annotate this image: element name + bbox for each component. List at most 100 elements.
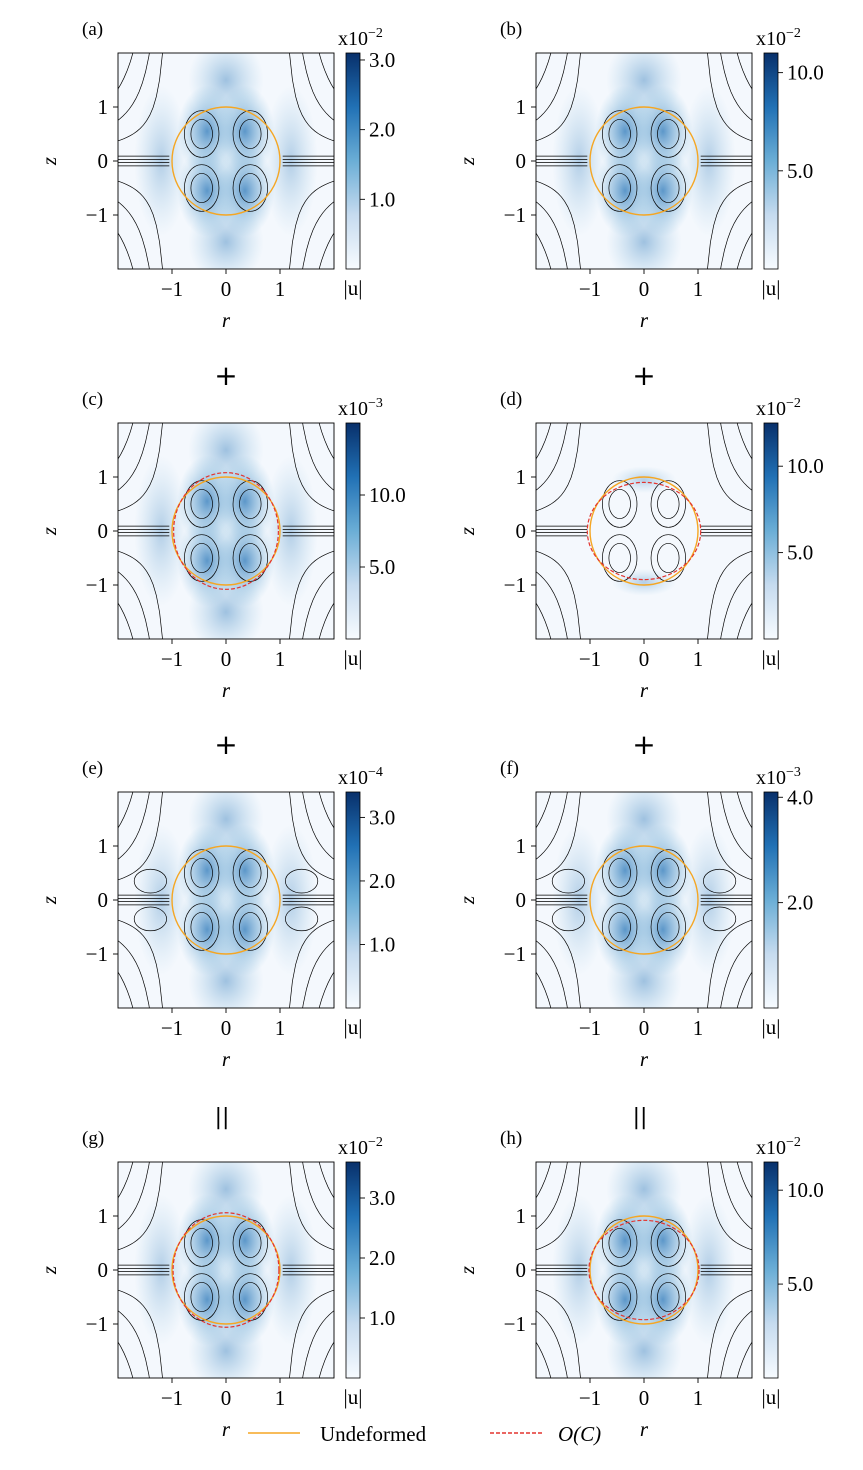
vortex-streamline: [657, 489, 680, 519]
streamline: [536, 1162, 552, 1199]
colorbar-tick-label: 2.0: [369, 118, 395, 142]
streamline: [536, 53, 552, 90]
streamline: [720, 792, 752, 860]
streamlines: [536, 53, 752, 269]
legend-perturbed-label: O(C): [558, 1422, 601, 1446]
vortex-streamline: [184, 534, 220, 582]
vortex-streamline: [551, 868, 585, 894]
colorbar-tick-label: 3.0: [369, 48, 395, 72]
x-tick-label: 0: [221, 1386, 232, 1410]
colorbar-scale: [345, 1161, 361, 1379]
y-tick-label: −1: [86, 1312, 108, 1336]
vortex-streamline: [657, 1282, 680, 1312]
magnitude-lobe: [263, 85, 318, 237]
undeformed-interface: [589, 106, 699, 216]
colorbar-exponent: x10−2: [338, 26, 383, 50]
x-tick-label: 1: [693, 1016, 704, 1040]
x-axis-label: r: [222, 308, 231, 332]
streamline: [289, 53, 334, 142]
x-tick-label: −1: [161, 1386, 183, 1410]
y-tick-label: 0: [516, 149, 527, 173]
colorbar-tick-label: 10.0: [369, 483, 406, 507]
field-background: [536, 423, 752, 639]
colorbar-label: |u|: [344, 276, 363, 300]
colorbar-tick-label: 5.0: [787, 159, 813, 183]
streamline: [289, 792, 334, 881]
colorbar-tick-label: 10.0: [787, 1178, 824, 1202]
magnitude-lobe: [188, 423, 264, 494]
colorbar-exponent-power: −2: [786, 26, 801, 41]
vortex-streamline: [608, 912, 631, 942]
colorbar-exponent: x10−2: [756, 396, 801, 420]
vortex-streamline: [602, 1219, 638, 1267]
streamline: [118, 1341, 134, 1378]
operator-symbol: +: [632, 728, 655, 761]
vortex-streamline: [650, 903, 686, 951]
streamline: [720, 53, 752, 121]
streamline: [318, 232, 334, 269]
colorbar-exponent: x10−3: [338, 396, 383, 420]
streamline: [707, 792, 752, 881]
colorbar-tick-label: 5.0: [369, 555, 395, 579]
colorbar-tick-label: 4.0: [787, 785, 813, 809]
streamline: [536, 792, 552, 829]
streamline: [536, 1289, 581, 1378]
streamline: [118, 792, 150, 860]
streamline: [536, 1162, 568, 1230]
streamline: [118, 1310, 150, 1378]
vortex-streamline: [190, 173, 213, 203]
streamline: [318, 1341, 334, 1378]
streamline: [536, 423, 552, 460]
vortex-streamline: [703, 868, 737, 894]
streamline: [536, 1341, 552, 1378]
magnitude-lobe: [606, 53, 682, 124]
streamline: [118, 1162, 150, 1230]
magnitude-lobe: [611, 466, 677, 494]
vortex-streamline: [190, 1282, 213, 1312]
streamline: [736, 602, 752, 639]
operator-symbol: ||: [633, 1105, 648, 1130]
vortex-streamline: [650, 164, 686, 212]
y-tick-label: −1: [504, 942, 526, 966]
vortex-streamline: [190, 1228, 213, 1258]
streamline: [736, 792, 752, 829]
streamline: [118, 919, 163, 1008]
undeformed-interface: [171, 1215, 281, 1325]
legend: Undeformed O(C): [248, 1422, 601, 1446]
vortex-streamline: [657, 858, 680, 888]
vortex-streamline: [608, 1228, 631, 1258]
y-tick-label: 1: [516, 465, 527, 489]
vortex-streamline: [190, 489, 213, 519]
vortex-streamline: [657, 119, 680, 149]
vortex-streamline: [184, 1219, 220, 1267]
streamline: [720, 571, 752, 639]
magnitude-lobe: [134, 85, 189, 237]
vortex-streamline: [650, 1219, 686, 1267]
vortex-streamline: [650, 534, 686, 582]
streamline: [536, 919, 581, 1008]
x-tick-label: 1: [275, 277, 286, 301]
y-tick-label: −1: [504, 203, 526, 227]
streamline: [118, 792, 163, 881]
y-tick-label: 0: [98, 149, 109, 173]
magnitude-lobe: [188, 792, 264, 863]
streamline: [289, 423, 334, 512]
streamline: [302, 1162, 334, 1230]
streamlines: [118, 1162, 334, 1378]
x-tick-label: 0: [639, 1386, 650, 1410]
y-tick-label: 1: [98, 95, 109, 119]
vortex-streamline: [657, 1228, 680, 1258]
streamline: [118, 232, 134, 269]
streamline: [736, 232, 752, 269]
y-axis-label: z: [455, 1266, 479, 1275]
x-axis-label: r: [640, 1417, 649, 1441]
magnitude-lobe: [134, 1194, 189, 1346]
streamline: [118, 423, 134, 460]
streamline: [536, 940, 568, 1008]
vortex-streamline: [232, 849, 268, 897]
x-tick-label: 0: [639, 277, 650, 301]
streamline: [720, 1162, 752, 1230]
streamline: [536, 792, 568, 860]
colorbar: 3.0 2.0 1.0 x10−2 |u|: [338, 26, 395, 300]
